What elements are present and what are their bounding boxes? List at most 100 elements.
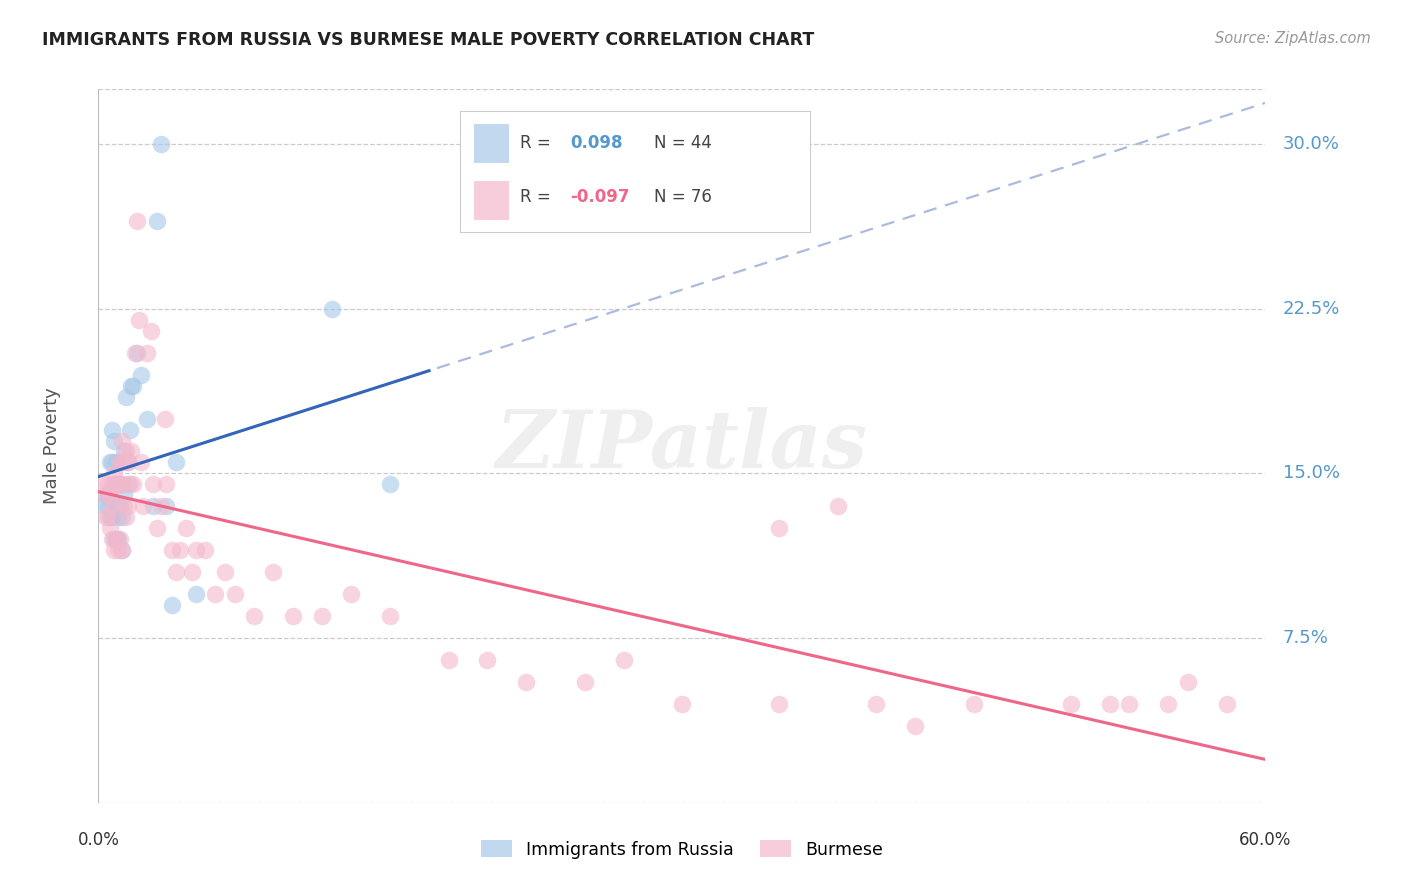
Point <box>98 510 121 524</box>
Point <box>96 488 118 502</box>
Point <box>107 510 129 524</box>
Point <box>1060 697 1083 711</box>
Point <box>865 697 887 711</box>
Point <box>107 477 129 491</box>
Point <box>146 521 169 535</box>
Point <box>129 368 152 382</box>
Point <box>108 477 131 491</box>
Point <box>162 543 184 558</box>
Point <box>184 587 207 601</box>
Point <box>612 653 634 667</box>
Text: 15.0%: 15.0% <box>1282 465 1340 483</box>
Point <box>117 477 139 491</box>
Point <box>139 324 162 338</box>
Point <box>121 378 143 392</box>
Point <box>111 477 134 491</box>
Point <box>142 477 165 491</box>
Point <box>243 609 266 624</box>
Point <box>194 543 217 558</box>
Legend: Immigrants from Russia, Burmese: Immigrants from Russia, Burmese <box>474 833 890 865</box>
Point <box>108 455 131 469</box>
Point <box>142 500 165 514</box>
Point <box>103 543 125 558</box>
Point <box>311 609 333 624</box>
Point <box>93 477 115 491</box>
Point <box>112 488 135 502</box>
Point <box>114 510 136 524</box>
Point <box>321 301 343 316</box>
Point <box>112 500 135 514</box>
Point <box>97 488 120 502</box>
Point <box>118 477 141 491</box>
Point <box>180 566 202 580</box>
Point <box>117 455 139 469</box>
Point <box>136 411 159 425</box>
Text: 7.5%: 7.5% <box>1282 629 1329 647</box>
Point <box>103 434 125 448</box>
Point <box>107 533 129 547</box>
Point <box>378 477 402 491</box>
Point <box>111 510 134 524</box>
Point <box>184 543 207 558</box>
Point <box>118 423 141 437</box>
Point <box>155 500 177 514</box>
Text: 0.0%: 0.0% <box>77 831 120 849</box>
Point <box>1157 697 1180 711</box>
Point <box>129 455 152 469</box>
Point <box>98 455 121 469</box>
Point <box>149 500 172 514</box>
Point <box>281 609 304 624</box>
Point <box>127 214 149 228</box>
Text: ZIPatlas: ZIPatlas <box>496 408 868 484</box>
Text: Male Poverty: Male Poverty <box>42 388 60 504</box>
Point <box>122 477 145 491</box>
Point <box>165 455 187 469</box>
Point <box>101 477 124 491</box>
Point <box>214 566 236 580</box>
Point <box>104 477 127 491</box>
Point <box>103 533 125 547</box>
Point <box>98 488 121 502</box>
Point <box>97 477 120 491</box>
Point <box>101 510 124 524</box>
Point <box>104 533 127 547</box>
Text: IMMIGRANTS FROM RUSSIA VS BURMESE MALE POVERTY CORRELATION CHART: IMMIGRANTS FROM RUSSIA VS BURMESE MALE P… <box>42 31 814 49</box>
Point <box>155 477 177 491</box>
Point <box>103 467 125 481</box>
Point <box>1118 697 1140 711</box>
Point <box>108 500 131 514</box>
Point <box>93 500 115 514</box>
Point <box>671 697 693 711</box>
Point <box>153 411 176 425</box>
Point <box>437 653 460 667</box>
Point <box>108 533 131 547</box>
Point <box>962 697 984 711</box>
Point <box>827 500 849 514</box>
Point <box>174 521 197 535</box>
Point <box>378 609 402 624</box>
Text: 30.0%: 30.0% <box>1282 135 1340 153</box>
Point <box>515 675 537 690</box>
Point <box>204 587 226 601</box>
Point <box>114 390 136 404</box>
Point <box>904 719 927 733</box>
Point <box>477 653 499 667</box>
Point <box>127 345 149 359</box>
Point <box>224 587 246 601</box>
Point <box>111 434 134 448</box>
Point <box>104 477 127 491</box>
Point <box>165 566 187 580</box>
Point <box>768 521 790 535</box>
Point <box>340 587 363 601</box>
Point <box>103 477 125 491</box>
Text: Source: ZipAtlas.com: Source: ZipAtlas.com <box>1215 31 1371 46</box>
Point <box>124 345 146 359</box>
Point <box>96 510 118 524</box>
Point <box>97 500 120 514</box>
Point <box>111 543 134 558</box>
Point <box>114 444 136 458</box>
Point <box>98 521 121 535</box>
Point <box>112 455 135 469</box>
Point <box>1098 697 1121 711</box>
Point <box>117 500 139 514</box>
